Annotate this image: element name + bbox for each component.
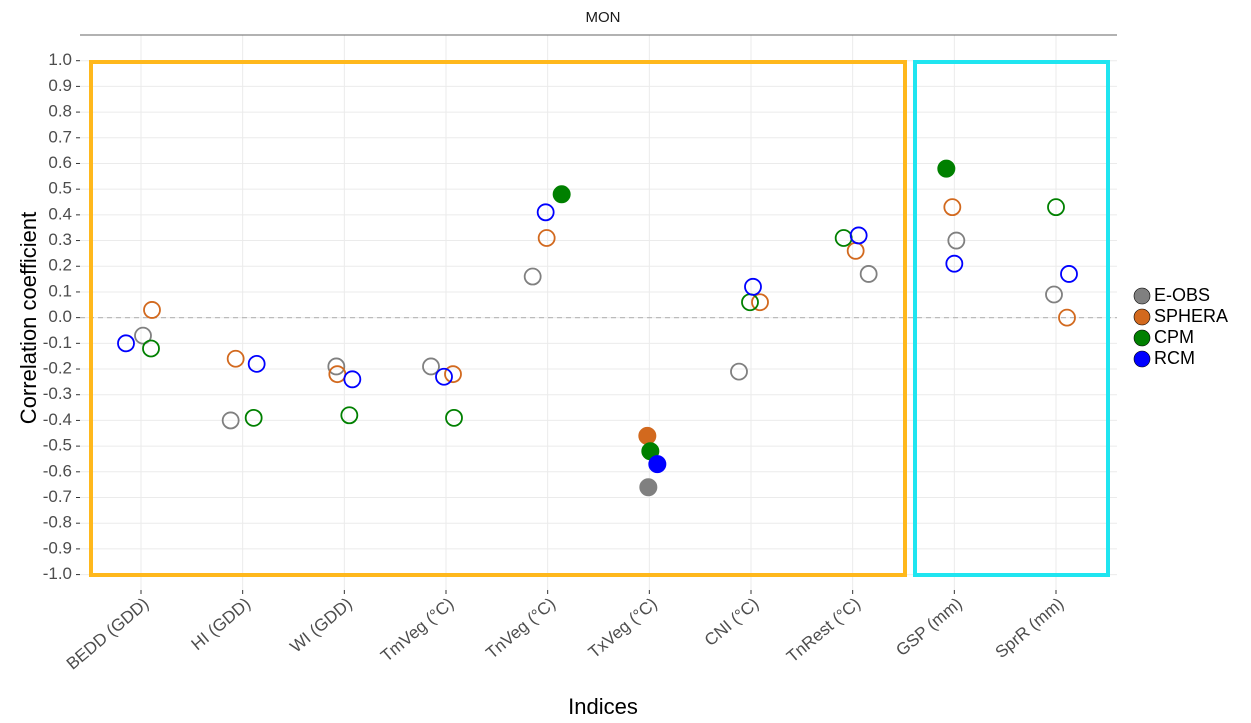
y-tick-label: -0.6 <box>43 461 72 480</box>
y-tick-label: 0.9 <box>48 76 72 95</box>
data-point <box>221 411 240 430</box>
data-point <box>445 408 463 427</box>
legend-label: SPHERA <box>1154 306 1228 326</box>
x-axis-label: Indices <box>568 694 638 719</box>
legend-swatch <box>1133 350 1151 368</box>
y-tick-label: 1.0 <box>48 50 72 69</box>
legend-swatch <box>1133 287 1151 305</box>
x-tick-label: BEDD (GDD) <box>63 594 153 674</box>
data-point <box>751 293 769 312</box>
x-tick-label: GSP (mm) <box>892 594 965 660</box>
legend-label: CPM <box>1154 327 1194 347</box>
marks <box>117 159 1078 497</box>
data-point <box>859 265 878 283</box>
y-tick-label: -0.7 <box>43 487 72 506</box>
data-point <box>327 357 346 376</box>
data-point <box>648 455 667 474</box>
y-axis-label: Correlation coefficient <box>16 212 41 424</box>
legend-label: E-OBS <box>1154 285 1210 305</box>
y-tick-label: 0.8 <box>48 102 72 121</box>
x-tick-label: HI (GDD) <box>188 594 254 654</box>
y-tick-label: -1.0 <box>43 564 72 583</box>
x-tick-label: SprR (mm) <box>992 594 1068 662</box>
data-point <box>744 277 762 296</box>
y-tick-label: -0.2 <box>43 359 72 378</box>
y-tick-label: -0.3 <box>43 384 72 403</box>
data-point <box>247 354 266 373</box>
y-tick-label: 0.7 <box>48 127 72 146</box>
data-point <box>943 198 962 217</box>
data-point <box>1045 285 1063 304</box>
grid <box>80 35 1117 590</box>
data-point <box>340 406 359 425</box>
y-tick-label: 0.0 <box>48 307 72 326</box>
x-tick-label: TxVeg (°C) <box>585 594 661 662</box>
data-point <box>1058 308 1076 327</box>
data-point <box>226 349 245 368</box>
y-tick-label: 0.3 <box>48 230 72 249</box>
data-point <box>730 362 748 381</box>
y-tick-label: -0.4 <box>43 410 72 429</box>
group-box <box>89 60 907 577</box>
x-tick-label: TnVeg (°C) <box>482 594 559 663</box>
data-point <box>117 334 135 353</box>
data-point <box>142 339 160 358</box>
y-tick-label: 0.4 <box>48 204 72 223</box>
data-point <box>945 254 964 273</box>
data-point <box>1047 198 1065 217</box>
data-point <box>444 365 462 384</box>
y-tick-label: -0.9 <box>43 538 72 557</box>
y-tick-label: -0.5 <box>43 436 72 455</box>
y-tick-label: 0.5 <box>48 179 72 198</box>
data-point <box>435 367 453 386</box>
y-tick-label: -0.8 <box>43 513 72 532</box>
data-point <box>537 229 556 247</box>
data-point <box>343 370 362 389</box>
data-point <box>1060 265 1078 283</box>
data-point <box>849 226 868 245</box>
data-point <box>937 159 956 178</box>
data-point <box>244 408 263 427</box>
x-tick-label: CNI (°C) <box>701 594 763 650</box>
data-point <box>143 301 161 319</box>
data-point <box>947 231 966 250</box>
y-tick-label: 0.6 <box>48 153 72 172</box>
x-tick-label: TnRest (°C) <box>783 594 864 666</box>
legend-swatch <box>1133 329 1151 347</box>
data-point <box>552 185 571 204</box>
x-tick-label: TmVeg (°C) <box>377 594 457 666</box>
y-tick-label: -0.1 <box>43 333 72 352</box>
x-tick-label: WI (GDD) <box>286 594 355 657</box>
legend-label: RCM <box>1154 348 1195 368</box>
y-tick-label: 0.1 <box>48 281 72 300</box>
data-point <box>639 478 658 497</box>
legend-swatch <box>1133 308 1151 326</box>
group-box <box>913 60 1110 577</box>
data-point <box>134 326 152 345</box>
chart-title: MON <box>586 9 621 26</box>
data-point <box>536 203 555 222</box>
data-point <box>638 426 657 445</box>
plot-area <box>80 35 1117 590</box>
data-point <box>523 267 542 286</box>
y-tick-label: 0.2 <box>48 256 72 275</box>
data-point <box>422 357 440 376</box>
